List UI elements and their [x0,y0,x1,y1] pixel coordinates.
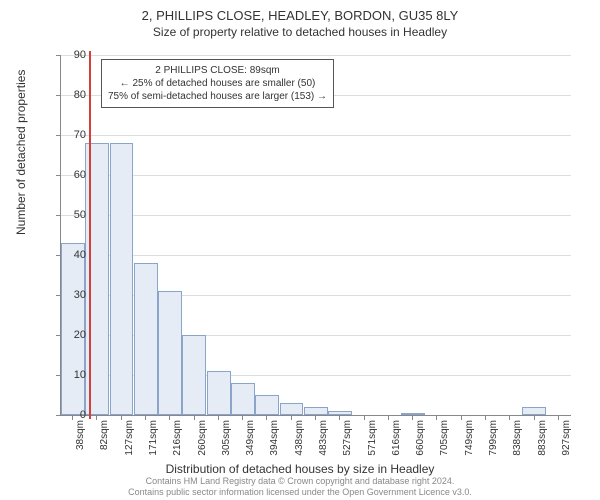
xtick-mark [121,415,122,420]
ytick-label: 80 [46,89,86,101]
xtick-label: 616sqm [391,420,402,456]
xtick-label: 349sqm [245,420,256,456]
xtick-mark [291,415,292,420]
histogram-bar [158,291,182,415]
annotation-line: 75% of semi-detached houses are larger (… [108,90,327,103]
xtick-mark [96,415,97,420]
xtick-label: 82sqm [99,420,110,450]
xtick-label: 260sqm [197,420,208,456]
xtick-label: 883sqm [537,420,548,456]
gridline [61,255,571,256]
annotation-box: 2 PHILLIPS CLOSE: 89sqm← 25% of detached… [101,59,334,108]
chart-title: 2, PHILLIPS CLOSE, HEADLEY, BORDON, GU35… [0,0,600,23]
xtick-mark [412,415,413,420]
ytick-label: 90 [46,49,86,61]
chart-subtitle: Size of property relative to detached ho… [0,23,600,39]
gridline [61,55,571,56]
xtick-label: 838sqm [512,420,523,456]
xtick-mark [388,415,389,420]
xtick-mark [339,415,340,420]
annotation-line: ← 25% of detached houses are smaller (50… [108,77,327,90]
histogram-bar [255,395,279,415]
xtick-mark [558,415,559,420]
ytick-label: 20 [46,329,86,341]
xtick-label: 527sqm [342,420,353,456]
xtick-label: 660sqm [415,420,426,456]
xtick-mark [485,415,486,420]
xtick-mark [72,415,73,420]
ytick-label: 30 [46,289,86,301]
histogram-bar [280,403,304,415]
xtick-label: 927sqm [561,420,572,456]
gridline [61,135,571,136]
xtick-mark [145,415,146,420]
property-marker-line [89,51,91,419]
xtick-label: 394sqm [269,420,280,456]
histogram-bar [182,335,206,415]
xtick-mark [534,415,535,420]
xtick-label: 305sqm [221,420,232,456]
xtick-label: 171sqm [148,420,159,456]
xtick-mark [194,415,195,420]
xtick-mark [436,415,437,420]
footer-attribution: Contains HM Land Registry data © Crown c… [0,476,600,498]
xtick-mark [218,415,219,420]
histogram-bar [231,383,255,415]
ytick-label: 70 [46,129,86,141]
xtick-label: 438sqm [294,420,305,456]
xtick-label: 216sqm [172,420,183,456]
xtick-label: 705sqm [439,420,450,456]
gridline [61,175,571,176]
histogram-bar [304,407,328,415]
gridline [61,215,571,216]
footer-line-1: Contains HM Land Registry data © Crown c… [0,476,600,487]
plot-area: 2 PHILLIPS CLOSE: 89sqm← 25% of detached… [60,55,571,416]
xtick-mark [364,415,365,420]
xtick-label: 749sqm [464,420,475,456]
ytick-label: 10 [46,369,86,381]
xtick-mark [315,415,316,420]
histogram-bar [110,143,134,415]
xtick-mark [242,415,243,420]
ytick-label: 60 [46,169,86,181]
ytick-label: 40 [46,249,86,261]
xtick-label: 799sqm [488,420,499,456]
xtick-label: 571sqm [367,420,378,456]
histogram-bar [207,371,231,415]
xtick-label: 483sqm [318,420,329,456]
xtick-mark [266,415,267,420]
ytick-label: 50 [46,209,86,221]
chart-container: 2, PHILLIPS CLOSE, HEADLEY, BORDON, GU35… [0,0,600,500]
xtick-mark [169,415,170,420]
histogram-bar [522,407,546,415]
xtick-mark [461,415,462,420]
xtick-mark [509,415,510,420]
xtick-label: 38sqm [75,420,86,450]
footer-line-2: Contains public sector information licen… [0,487,600,498]
histogram-bar [134,263,158,415]
y-axis-label: Number of detached properties [14,70,28,235]
xtick-label: 127sqm [124,420,135,456]
annotation-line: 2 PHILLIPS CLOSE: 89sqm [108,64,327,77]
x-axis-label: Distribution of detached houses by size … [0,462,600,476]
